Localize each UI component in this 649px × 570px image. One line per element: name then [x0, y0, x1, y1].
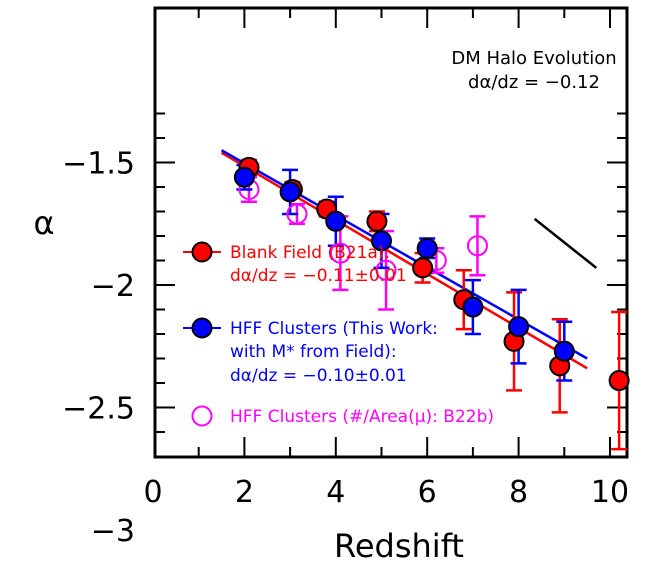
legend-item-hff-b22b: HFF Clusters (#/Area(μ): B22b): [191, 405, 494, 427]
x-axis-title: Redshift: [334, 527, 464, 565]
data-point-filled: [608, 370, 630, 392]
data-points: [233, 156, 630, 392]
legend-label-hff-this-work: HFF Clusters (This Work:: [230, 319, 438, 339]
annotation-slope-line: [533, 217, 598, 269]
legend-label-blank-field: Blank Field (B21a):: [230, 243, 390, 263]
y-axis-title: α: [33, 204, 54, 242]
legend-slope-hff-this-work: dα/dz = −0.10±0.01: [230, 366, 407, 386]
legend-marker-hff-b22b: [191, 405, 213, 427]
x-tick-label: 10: [591, 475, 629, 510]
x-tick-label: 2: [235, 475, 254, 510]
data-point-filled: [508, 316, 530, 338]
legend-label2-hff-this-work: with M* from Field):: [230, 342, 397, 362]
y-tick-label: −2.5: [62, 392, 135, 427]
data-point-filled: [279, 181, 301, 203]
data-point-open: [329, 242, 351, 264]
legend: Blank Field (B21a): dα/dz = −0.11±0.01 H…: [183, 241, 494, 427]
data-point-filled: [553, 340, 575, 362]
x-tick-label: 6: [418, 475, 437, 510]
x-tick-label: 4: [326, 475, 345, 510]
x-tick-label: 8: [509, 475, 528, 510]
y-tick-label: −2: [91, 269, 135, 304]
y-tick-label: −3: [91, 514, 135, 549]
data-point-open: [286, 203, 308, 225]
dm-halo-annotation: DM Halo Evolution dα/dz = −0.12: [451, 48, 617, 269]
data-point-filled: [371, 230, 392, 252]
legend-item-blank-field: Blank Field (B21a): dα/dz = −0.11±0.01: [183, 241, 407, 286]
y-tick-label: −1.5: [62, 147, 135, 182]
legend-marker-blank-field: [191, 241, 213, 263]
axis-ticks: [155, 8, 627, 457]
data-point-open: [375, 259, 397, 281]
plot-frame: [153, 6, 629, 459]
legend-slope-blank-field: dα/dz = −0.11±0.01: [230, 266, 407, 286]
data-point-open: [466, 235, 488, 257]
legend-label-hff-b22b: HFF Clusters (#/Area(μ): B22b): [230, 407, 494, 427]
data-point-filled: [416, 237, 438, 259]
x-tick-label: 0: [143, 475, 162, 510]
annotation-line1: DM Halo Evolution: [451, 48, 616, 69]
data-point-filled: [233, 166, 255, 188]
tick-labels: 0 2 4 6 8 10 −1.5 −2 −2.5 −3: [62, 147, 629, 550]
annotation-line2: dα/dz = −0.12: [468, 72, 600, 93]
data-point-filled: [412, 257, 434, 279]
data-point-filled: [462, 296, 484, 318]
data-point-filled: [366, 210, 388, 232]
data-point-filled: [325, 210, 347, 232]
legend-item-hff-this-work: HFF Clusters (This Work: with M* from Fi…: [183, 317, 438, 386]
legend-marker-hff-this-work: [191, 317, 213, 339]
error-bars: [236, 158, 628, 451]
